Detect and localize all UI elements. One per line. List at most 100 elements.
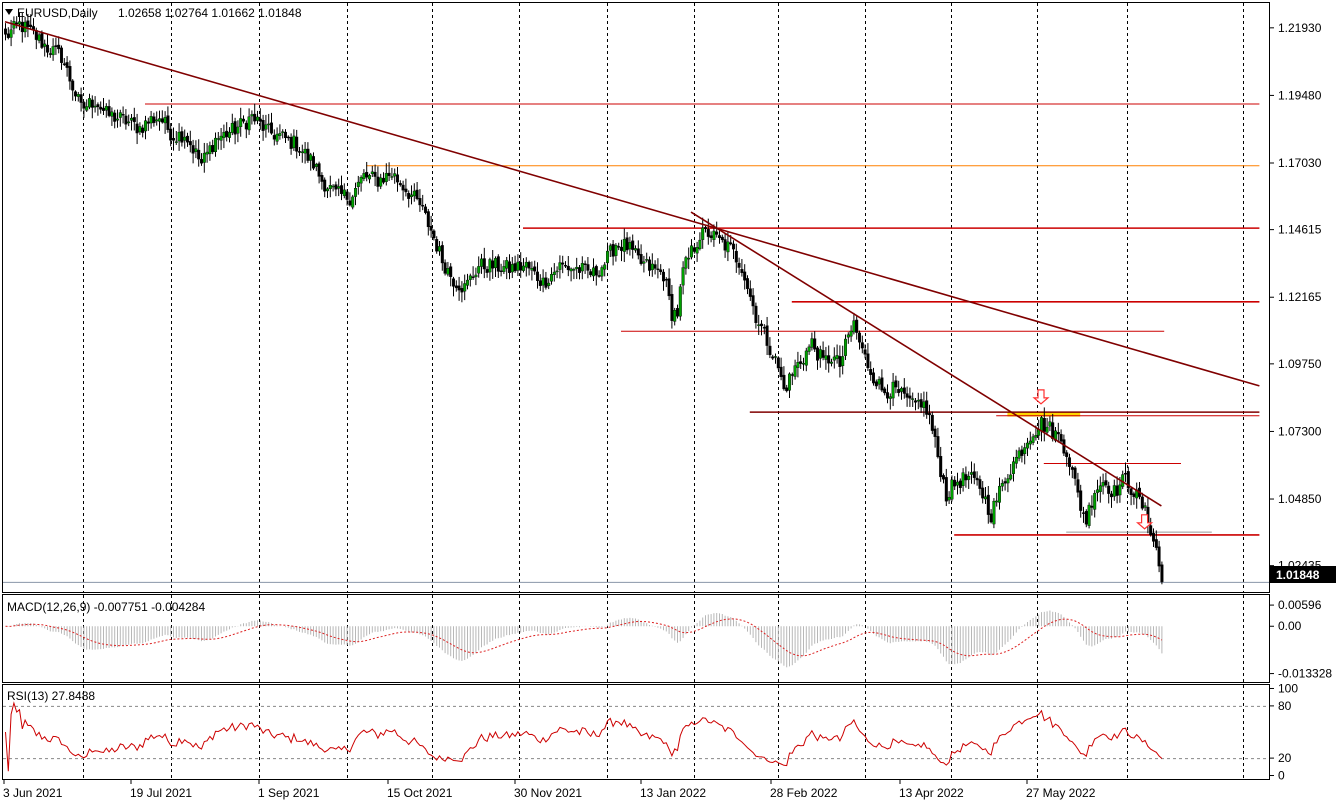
candle-body [636, 248, 640, 256]
candle-body [57, 44, 61, 50]
candle-body [306, 148, 310, 161]
candle-body [244, 122, 248, 130]
candle-body [841, 356, 845, 367]
candle-body [1056, 432, 1060, 435]
candle-body [435, 239, 439, 252]
candle-body [905, 393, 909, 398]
candle-body [947, 496, 951, 501]
rsi-axis-label: 20 [1278, 751, 1292, 765]
candle-body [799, 361, 803, 364]
candle-body [1157, 546, 1161, 567]
candle-body [1065, 452, 1069, 457]
candle-body [149, 116, 153, 124]
candle-body [919, 399, 923, 408]
candle-body [992, 500, 996, 525]
candle-body [1090, 505, 1094, 508]
candle-body [995, 500, 999, 503]
candle-body [706, 228, 710, 237]
candle-body [286, 136, 290, 139]
candle-body [1031, 436, 1035, 443]
candle-body [586, 264, 590, 271]
price-axis-label: 1.12165 [1278, 290, 1322, 304]
candle-body [914, 400, 918, 403]
candle-body [891, 381, 895, 399]
candle-body [71, 80, 75, 91]
candle-body [922, 401, 926, 409]
candle-body [43, 43, 47, 47]
candle-body [334, 184, 338, 190]
candle-body [449, 266, 453, 277]
candle-body [298, 151, 302, 153]
candle-body [460, 288, 464, 293]
date-axis-label: 1 Sep 2021 [258, 786, 320, 800]
trendlines [4, 20, 1260, 507]
candle-body [15, 22, 19, 25]
candle-body [115, 118, 119, 121]
candle-body [345, 191, 349, 200]
candle-body [698, 239, 702, 250]
candle-body [802, 363, 806, 365]
candle-body [295, 136, 299, 152]
candle-body [253, 113, 257, 122]
candle-body [323, 179, 327, 192]
candle-body [569, 268, 573, 272]
candle-body [219, 135, 223, 141]
candle-body [446, 268, 450, 275]
price-axis-label: 1.04850 [1278, 492, 1322, 506]
candle-body [113, 112, 117, 122]
candle-body [900, 388, 904, 392]
collapse-triangle-icon[interactable] [5, 9, 13, 15]
candle-body [796, 362, 800, 368]
candle-body [68, 66, 72, 82]
candle-body [197, 149, 201, 160]
candle-body [477, 266, 481, 274]
candle-body [76, 94, 80, 97]
candle-body [916, 399, 920, 402]
candle-body [155, 119, 159, 122]
rsi-line [5, 701, 1163, 772]
panel-frames [2, 2, 1270, 780]
candle-body [634, 248, 638, 251]
macd-axis-label: 0.00596 [1278, 598, 1322, 612]
candle-body [575, 266, 579, 269]
candle-body [1006, 478, 1010, 484]
candle-body [222, 131, 226, 138]
candle-body [163, 117, 167, 124]
candle-body [337, 186, 341, 189]
candle-body [96, 104, 100, 108]
candle-body [863, 349, 867, 355]
candle-body [782, 374, 786, 390]
candle-body [690, 245, 694, 258]
candle-body [600, 267, 604, 277]
candle-body [928, 413, 932, 416]
candle-body [757, 324, 761, 326]
candle-body [998, 485, 1002, 503]
candle-body [911, 398, 915, 400]
candle-body [670, 293, 674, 321]
candle-body [1012, 461, 1016, 474]
candle-body [432, 230, 436, 239]
y-axis: 1.21930 1.19480 1.17030 1.14615 1.12165 1.097… [1270, 21, 1332, 783]
date-axis-label: 30 Nov 2021 [514, 786, 582, 800]
candle-body [961, 472, 965, 486]
candle-body [538, 280, 542, 286]
candle-body [188, 141, 192, 146]
candle-body [340, 185, 344, 194]
candle-body [522, 265, 526, 271]
candle-body [272, 135, 276, 140]
candle-body [440, 245, 444, 264]
candle-body [533, 266, 537, 272]
candle-body [480, 258, 484, 267]
candle-body [118, 112, 122, 118]
candle-body [676, 308, 680, 317]
candle-body [1042, 418, 1046, 432]
candle-body [614, 245, 618, 256]
candle-body [978, 479, 982, 489]
candle-body [124, 115, 128, 125]
candle-body [250, 114, 254, 117]
candle-body [888, 396, 892, 399]
candle-body [709, 235, 713, 239]
candle-body [1118, 484, 1122, 496]
price-axis-label: 1.09750 [1278, 357, 1322, 371]
